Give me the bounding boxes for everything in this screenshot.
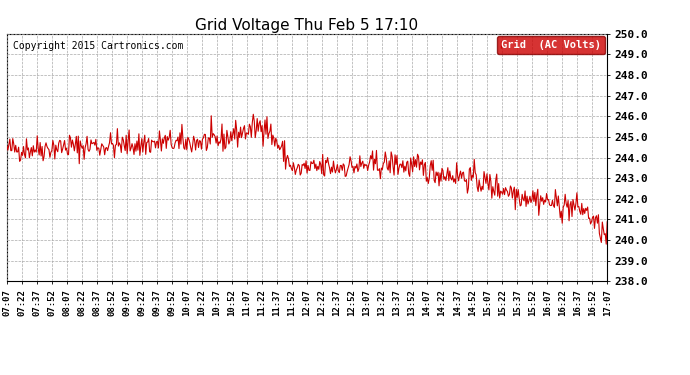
Legend: Grid  (AC Volts): Grid (AC Volts) [497,36,605,54]
Text: Copyright 2015 Cartronics.com: Copyright 2015 Cartronics.com [13,41,184,51]
Title: Grid Voltage Thu Feb 5 17:10: Grid Voltage Thu Feb 5 17:10 [195,18,419,33]
